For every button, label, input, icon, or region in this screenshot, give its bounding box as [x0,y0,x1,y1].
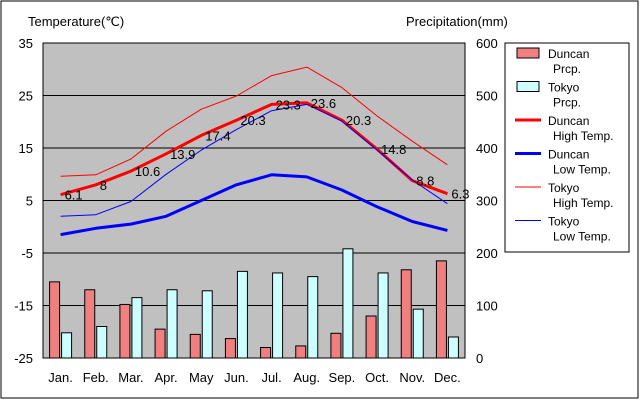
x-tick-label: Oct. [365,370,389,385]
line-tokyo-low-temp [60,103,448,217]
x-tick-label: Jun. [224,370,249,385]
right-tick-label: 100 [476,299,498,314]
right-tick-label: 400 [476,141,498,156]
bar-tokyo-prcp [307,276,319,359]
temperature-lines [60,66,448,237]
x-tick-label: Aug. [293,370,320,385]
bar-duncan-prcp [84,289,96,359]
left-axis-title: Temperature(℃) [28,14,124,29]
bar-duncan-prcp [295,345,307,359]
right-tick-label: 200 [476,246,498,261]
legend-box [504,42,630,253]
legend-swatch [516,47,540,59]
duncan-high-label: 23.6 [311,96,336,111]
right-axis-title: Precipitation(mm) [406,14,508,29]
bar-tokyo-prcp [236,270,248,359]
plot-border [42,42,466,359]
duncan-high-label: 6.3 [451,187,469,202]
right-tick-label: 300 [476,194,498,209]
left-tick-label: -5 [21,246,33,261]
left-tick-label: -25 [14,351,33,366]
line-tokyo-high-temp [60,66,448,177]
duncan-high-label: 8.8 [416,174,434,189]
bar-tokyo-prcp [412,308,424,359]
bar-duncan-prcp [49,281,61,359]
bar-duncan-prcp [400,269,412,359]
legend-sublabel: High Temp. [553,129,613,143]
legend-sublabel: High Temp. [553,196,613,210]
x-tick-label: Feb. [83,370,109,385]
precipitation-bars [49,248,459,359]
x-tick-label: May [189,370,214,385]
line-duncan-high-temp [60,101,448,197]
duncan-high-label: 20.3 [240,113,265,128]
left-tick-label: 5 [26,194,33,209]
x-tick-label: Jan. [48,370,73,385]
line-duncan-low-temp [60,173,448,237]
left-tick-label: 15 [19,141,33,156]
x-tick-label: Jul. [261,370,281,385]
legend-label: Tokyo [548,181,580,195]
legend-label: Duncan [548,47,589,61]
x-tick-label: Mar. [118,370,143,385]
bar-tokyo-prcp [377,272,389,359]
right-tick-label: 500 [476,89,498,104]
duncan-high-label: 20.3 [346,113,371,128]
duncan-high-label: 23.3 [276,97,301,112]
gridlines [43,95,465,306]
legend-swatch [516,81,540,92]
legend-sublabel: Prcp. [553,96,581,110]
duncan-high-label: 10.6 [135,164,160,179]
x-tick-label: Dec. [434,370,461,385]
right-tick-label: 0 [476,351,483,366]
left-tick-label: 25 [19,89,33,104]
x-tick-label: Nov. [399,370,425,385]
duncan-high-label: 8 [100,178,107,193]
x-tick-label: Apr. [155,370,178,385]
bar-tokyo-prcp [201,290,213,359]
duncan-high-label: 13.9 [170,147,195,162]
bar-duncan-prcp [365,315,377,359]
bar-tokyo-prcp [342,248,354,359]
legend-sublabel: Prcp. [553,62,581,76]
bar-tokyo-prcp [131,297,143,359]
duncan-high-label: 6.1 [65,188,83,203]
x-tick-label: Sep. [329,370,356,385]
duncan-high-label: 14.8 [381,142,406,157]
bar-tokyo-prcp [61,332,73,359]
bar-tokyo-prcp [96,326,108,359]
bar-duncan-prcp [435,260,447,359]
right-axis-ticks: 600 500 400 300 200 100 0 [476,36,498,366]
bar-duncan-prcp [224,338,236,359]
left-tick-label: -15 [14,299,33,314]
bar-tokyo-prcp [447,336,459,359]
duncan-high-label: 17.4 [205,128,230,143]
left-axis-ticks: 35 25 15 5 -5 -15 -25 [14,36,33,366]
legend-label: Tokyo [548,81,580,95]
bar-duncan-prcp [330,332,342,359]
bar-tokyo-prcp [272,272,284,359]
bar-duncan-prcp [119,303,131,359]
bar-duncan-prcp [189,333,201,359]
legend-label: Tokyo [548,215,580,229]
bar-duncan-prcp [154,328,166,359]
x-axis-ticks: Jan. Feb. Mar. Apr. May Jun. Jul. Aug. Sep. Oct. N… [48,370,460,385]
legend-label: Duncan [548,148,589,162]
right-tick-label: 600 [476,36,498,51]
bar-duncan-prcp [260,347,272,359]
bar-tokyo-prcp [166,289,178,359]
legend-sublabel: Low Temp. [553,230,611,244]
left-tick-label: 35 [19,36,33,51]
legend-label: Duncan [548,114,589,128]
legend-sublabel: Low Temp. [553,163,611,177]
